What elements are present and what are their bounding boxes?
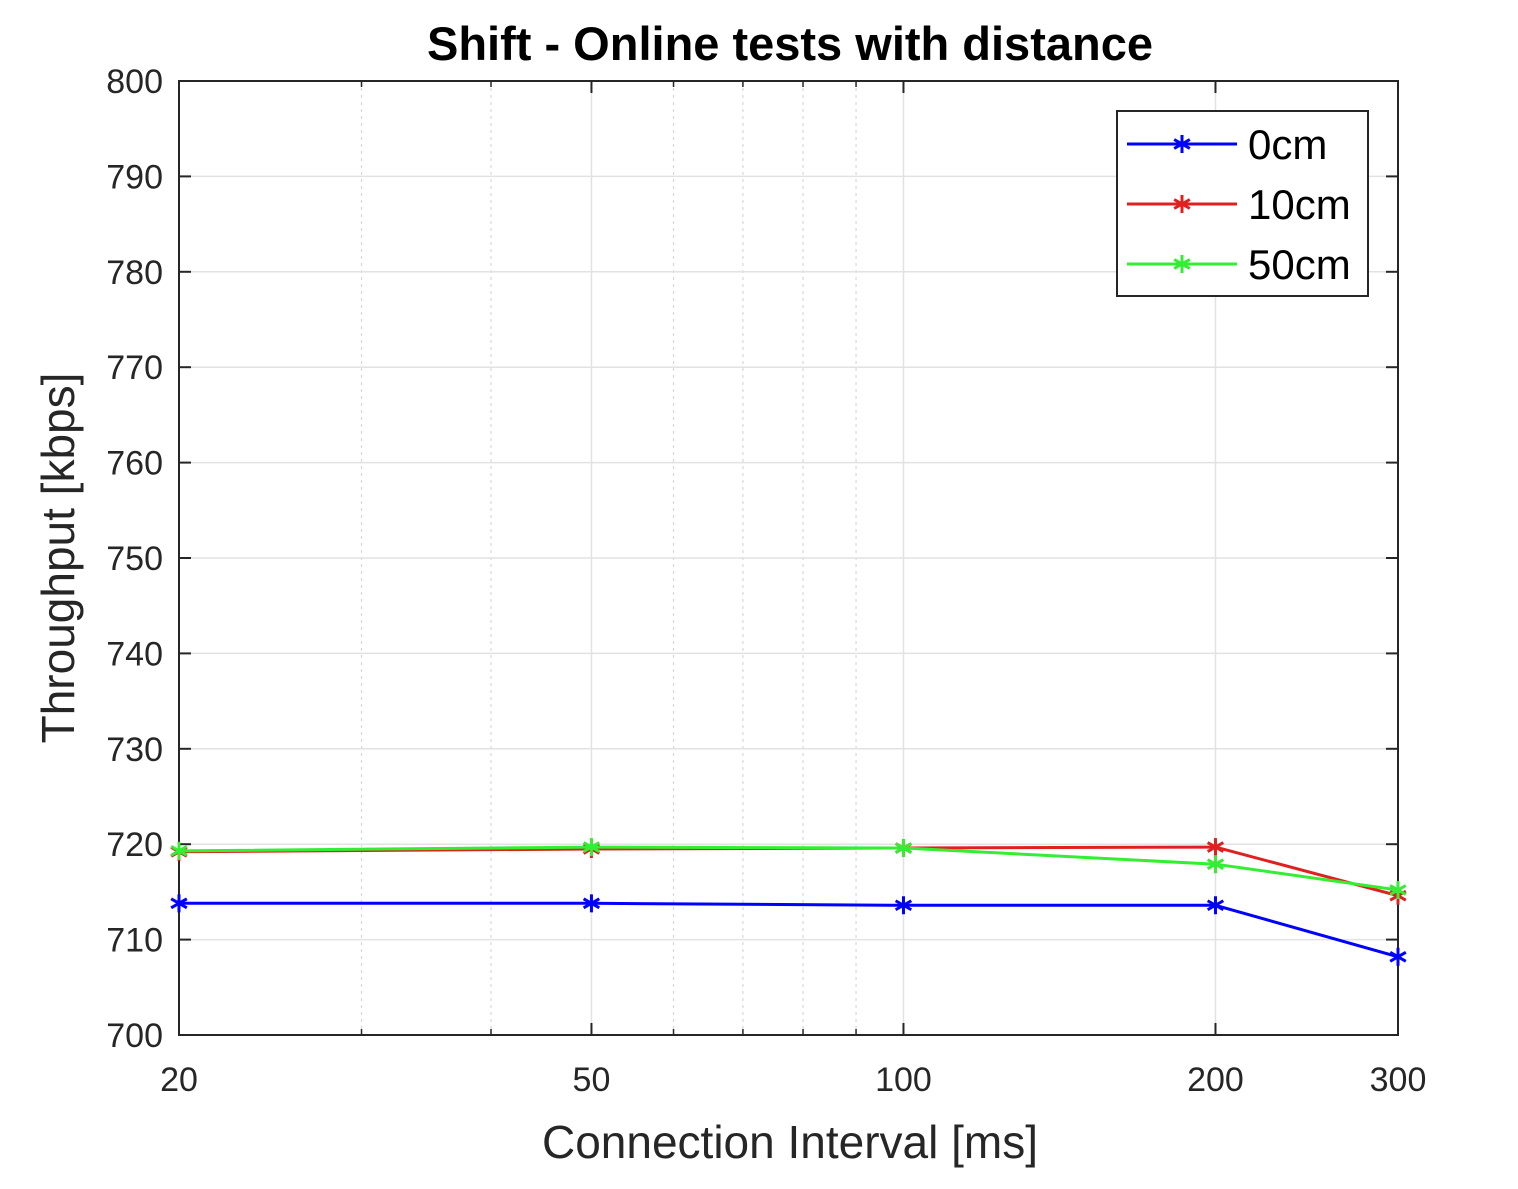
y-tick-label: 700 (106, 1017, 163, 1055)
data-point-0cm (582, 894, 601, 913)
x-axis-label: Connection Interval [ms] (542, 1116, 1038, 1168)
legend-marker-10cm (1173, 195, 1191, 213)
data-point-0cm (1206, 896, 1225, 915)
x-tick-label: 300 (1370, 1061, 1427, 1099)
axis-ticks: 20 50 100 200 300 700 710 720 730 740 750 760 770 780… (106, 63, 1426, 1099)
data-point-50cm (170, 841, 188, 860)
series-lines (170, 838, 1407, 966)
y-tick-label: 770 (106, 349, 163, 387)
data-point-10cm (1206, 838, 1225, 857)
y-tick-label: 760 (106, 445, 163, 483)
data-point-0cm (170, 894, 188, 913)
y-tick-label: 790 (106, 158, 163, 196)
y-tick-label: 780 (106, 254, 163, 292)
y-tick-label: 750 (106, 540, 163, 578)
y-axis-label: Throughput [kbps] (32, 373, 84, 744)
data-point-50cm (1389, 880, 1407, 899)
legend-marker-0cm (1173, 135, 1191, 153)
legend-label-0cm: 0cm (1248, 121, 1327, 168)
legend-label-50cm: 50cm (1248, 241, 1351, 288)
x-tick-label: 200 (1187, 1061, 1244, 1099)
data-point-50cm (582, 838, 601, 857)
legend: 0cm 10cm 50cm (1116, 110, 1369, 297)
legend-marker-50cm (1173, 255, 1191, 273)
data-point-0cm (894, 896, 913, 915)
y-tick-label: 710 (106, 922, 163, 960)
x-tick-label: 50 (573, 1061, 611, 1099)
data-point-50cm (1206, 855, 1225, 874)
y-tick-label: 740 (106, 635, 163, 673)
legend-label-10cm: 10cm (1248, 181, 1351, 228)
y-tick-label: 730 (106, 731, 163, 769)
data-point-0cm (1389, 947, 1407, 966)
y-tick-label: 800 (106, 63, 163, 101)
y-tick-label: 720 (106, 826, 163, 864)
x-tick-label: 20 (160, 1061, 198, 1099)
data-point-50cm (894, 839, 913, 858)
x-tick-label: 100 (875, 1061, 932, 1099)
chart-title: Shift - Online tests with distance (427, 17, 1153, 70)
